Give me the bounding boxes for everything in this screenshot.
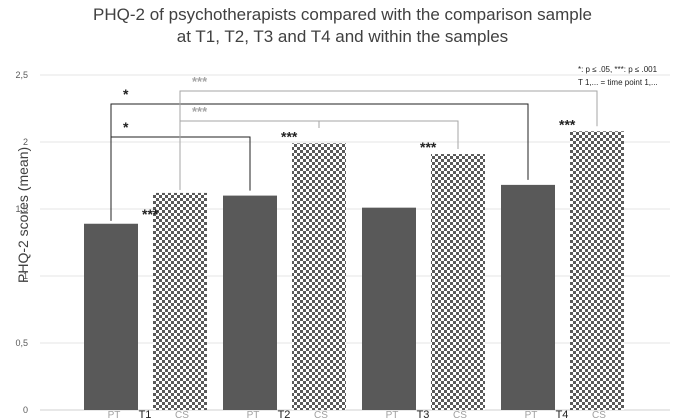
x-tick-label-pt: PT <box>247 410 260 420</box>
y-tick-label: 2,5 <box>15 70 28 80</box>
x-group-label: T3 <box>417 409 430 420</box>
bar-pt-T2 <box>223 195 277 410</box>
x-tick-label-pt: PT <box>386 410 399 420</box>
pair-significance-label: *** <box>281 128 298 144</box>
x-group-label: T1 <box>139 409 152 420</box>
x-group-label: T4 <box>556 409 569 420</box>
bar-cs-T2 <box>292 143 346 410</box>
bar-cs-T1 <box>153 192 207 410</box>
x-group-label: T2 <box>278 409 291 420</box>
bar-pt-T1 <box>84 223 138 410</box>
chart-title: PHQ-2 of psychotherapists compared with … <box>0 4 685 48</box>
y-tick-label: 0 <box>23 405 28 415</box>
y-tick-label: 2 <box>23 137 28 147</box>
y-tick-label: 0,5 <box>15 338 28 348</box>
x-tick-label-pt: PT <box>108 410 121 420</box>
x-tick-label-pt: PT <box>525 410 538 420</box>
x-tick-label-cs: CS <box>175 410 189 420</box>
significance-legend: *: p ≤ .05, ***: p ≤ .001 T 1,... = time… <box>578 63 658 89</box>
bar-pt-T3 <box>362 207 416 410</box>
significance-legend-line-1: *: p ≤ .05, ***: p ≤ .001 <box>578 65 658 74</box>
bar-cs-T3 <box>431 154 485 410</box>
y-tick-label: 1 <box>23 271 28 281</box>
x-tick-label-cs: CS <box>453 410 467 420</box>
x-tick-label-cs: CS <box>314 410 328 420</box>
significance-legend-line-2: T 1,... = time point 1,... <box>578 78 658 87</box>
pair-significance-label: *** <box>559 116 576 132</box>
bar-pt-T4 <box>501 184 555 410</box>
chart-title-line-1: PHQ-2 of psychotherapists compared with … <box>93 5 592 24</box>
pair-significance-label: *** <box>142 206 159 222</box>
bracket-label: *** <box>192 74 208 89</box>
bar-cs-T4 <box>570 131 624 410</box>
significance-bracket <box>179 90 598 190</box>
x-tick-label-cs: CS <box>592 410 606 420</box>
bracket-label: * <box>123 119 129 135</box>
bracket-label: * <box>123 86 129 102</box>
chart-title-line-2: at T1, T2, T3 and T4 and within the samp… <box>176 27 509 46</box>
y-tick-label: 1,5 <box>15 204 28 214</box>
pair-significance-label: *** <box>420 139 437 155</box>
bracket-label: *** <box>192 104 208 119</box>
